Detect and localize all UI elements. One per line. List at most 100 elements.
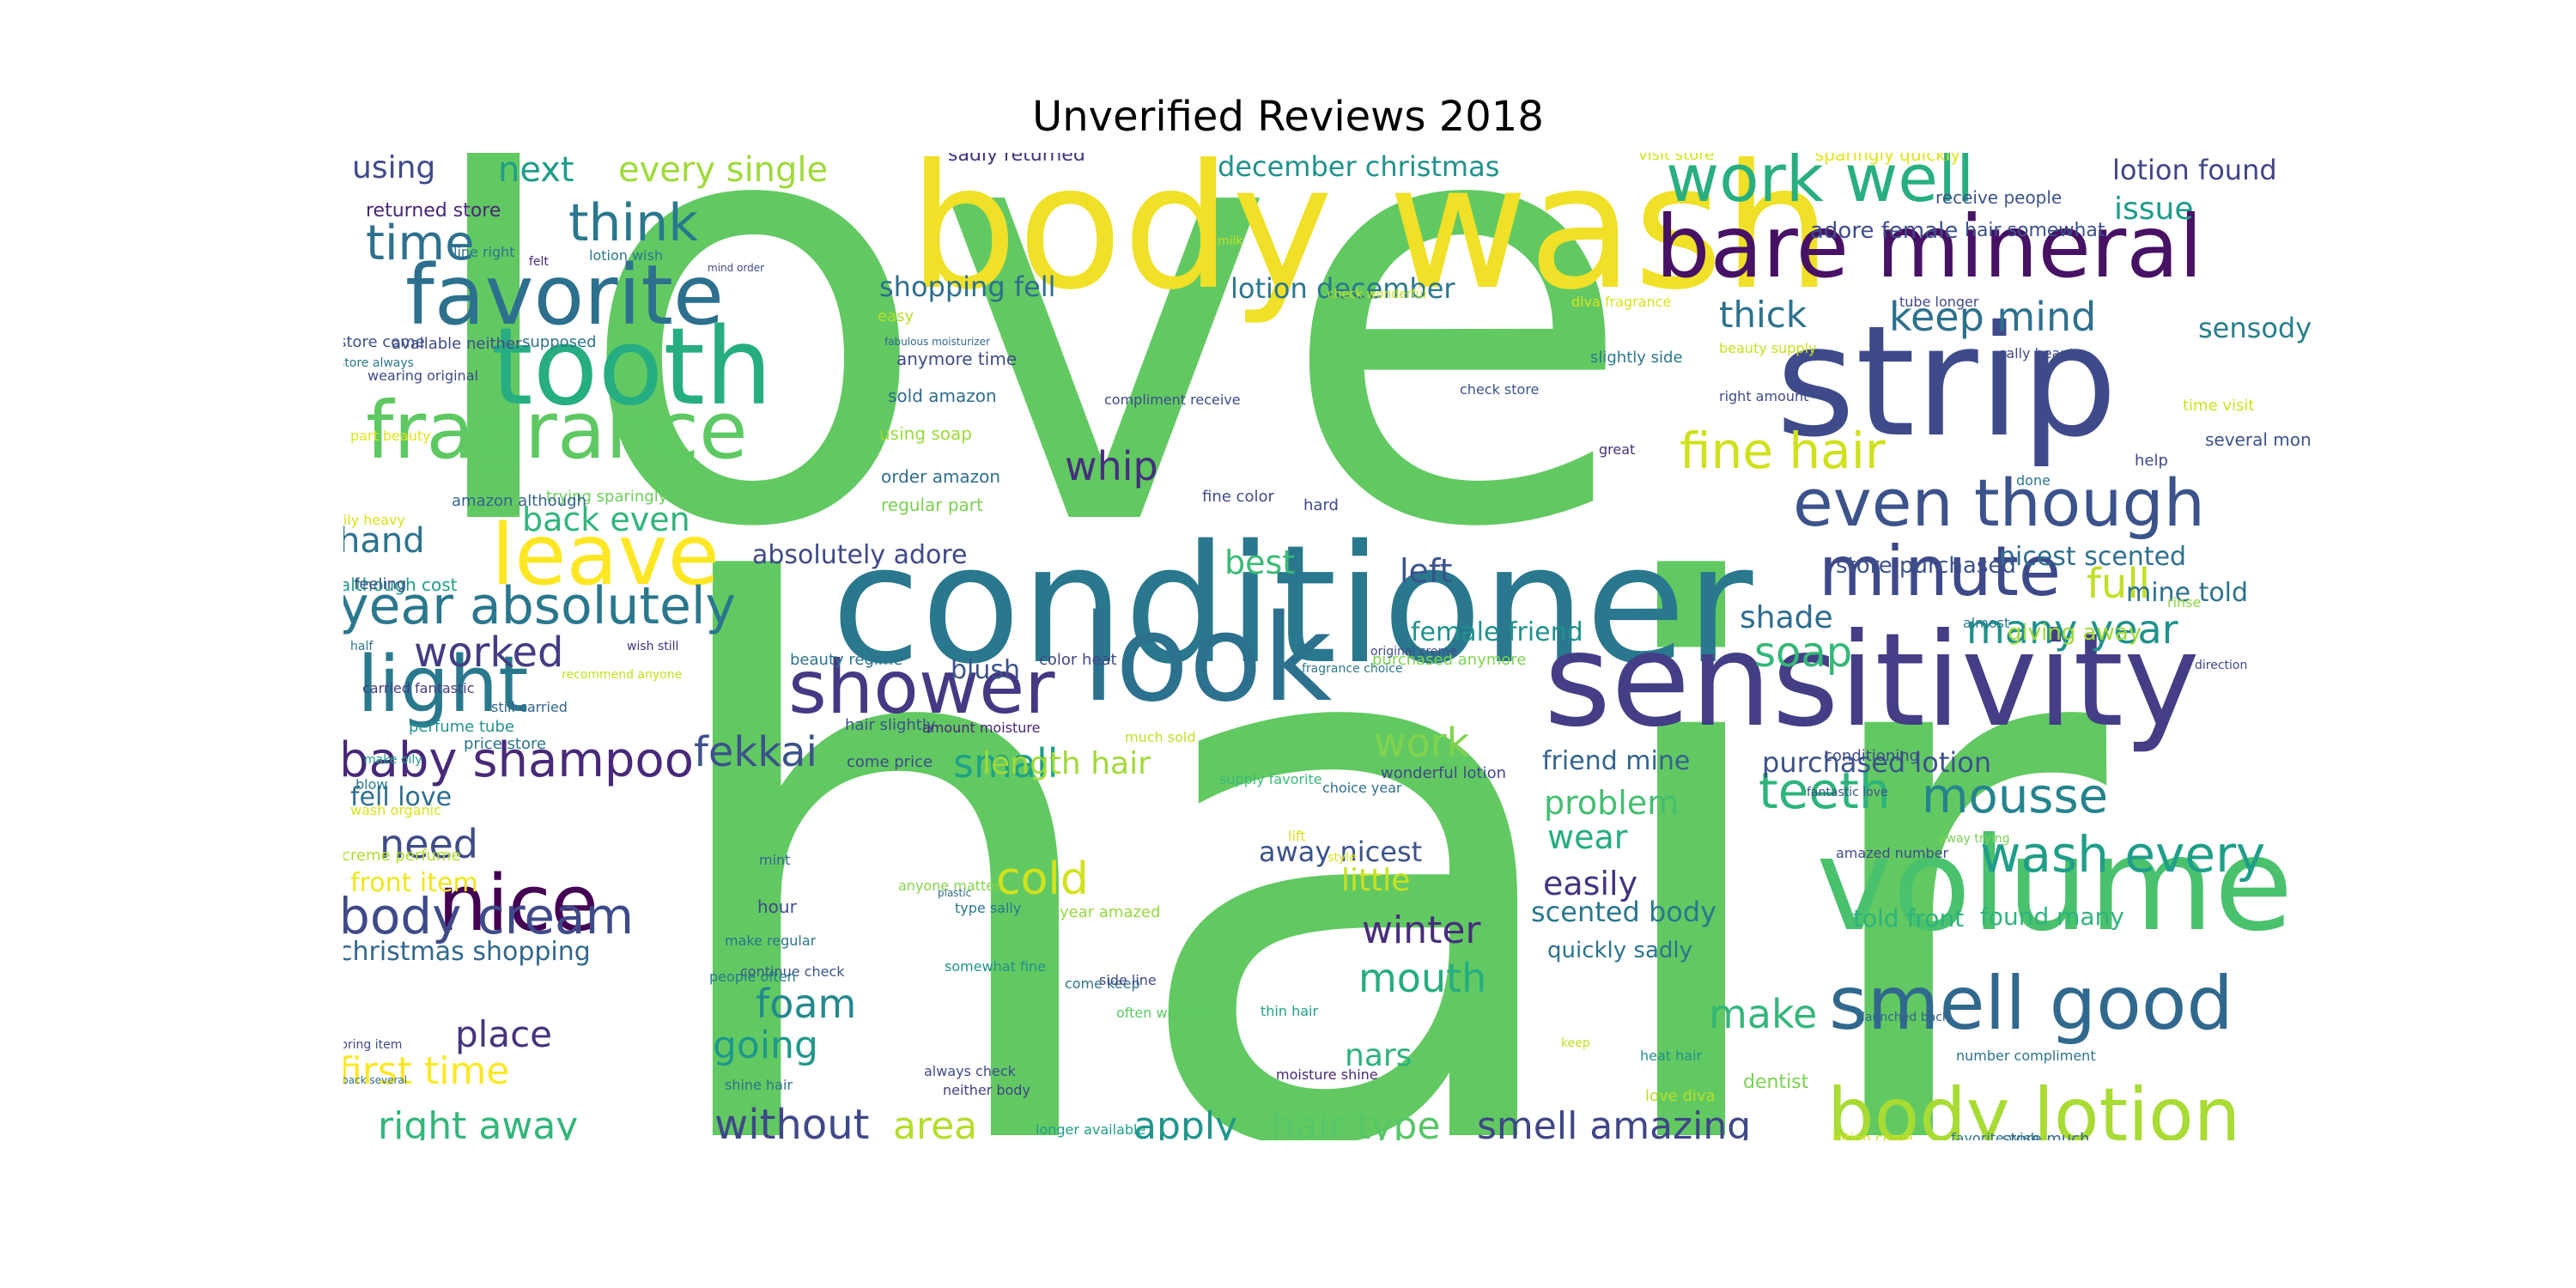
cloud-word: hard: [1303, 496, 1339, 514]
cloud-word: style: [1327, 851, 1357, 865]
cloud-word: shine hair: [725, 1077, 793, 1093]
cloud-word: female friend: [1411, 617, 1583, 647]
cloud-word: mine told: [2126, 578, 2249, 608]
cloud-word: supposed: [522, 333, 597, 351]
cloud-word: neither body: [943, 1082, 1030, 1098]
cloud-word: bare mineral: [1656, 197, 2203, 297]
cloud-word: make: [1709, 991, 1818, 1037]
page-title: Unverified Reviews 2018: [1032, 93, 1544, 141]
cloud-word: need: [380, 821, 478, 867]
cloud-word: shopping fell: [879, 270, 1056, 303]
cloud-word: sensodyne: [2198, 312, 2312, 344]
cloud-word: cold: [996, 854, 1089, 905]
cloud-word: blush: [951, 655, 1021, 685]
cloud-word: milk: [1218, 234, 1243, 248]
cloud-word: rinse: [2167, 594, 2202, 611]
cloud-word: soap: [1754, 629, 1853, 677]
cloud-word: creme perfume: [343, 847, 461, 865]
cloud-word: foam: [756, 981, 857, 1027]
cloud-word: volume: [1816, 811, 2293, 960]
cloud-word: diva fragrance: [1571, 294, 1672, 310]
cloud-word: hair slightly: [845, 716, 936, 734]
cloud-word: little: [1341, 863, 1411, 898]
cloud-word: lift: [1288, 828, 1306, 844]
cloud-word: told front: [1853, 904, 1965, 933]
cloud-word: wear: [1547, 818, 1628, 856]
cloud-word: hour: [757, 896, 797, 917]
cloud-word: work well: [1666, 153, 1975, 216]
cloud-word: shower: [788, 645, 1055, 731]
cloud-word: december christmas: [1218, 153, 1500, 183]
cloud-word: nice: [438, 859, 598, 949]
cloud-word: tube longer: [1899, 294, 1979, 310]
cloud-word: felt: [529, 255, 549, 269]
cloud-word: found many: [1980, 902, 2124, 931]
cloud-word: amazed number: [1836, 845, 1949, 861]
cloud-word: sparingly quickly: [1815, 153, 1961, 165]
cloud-word: receive people: [1935, 187, 2063, 208]
cloud-word: christmas shopping: [343, 937, 591, 967]
cloud-word: fabulous moisturizer: [884, 336, 990, 348]
cloud-word: sold amazon: [888, 386, 997, 406]
cloud-word: using soap: [879, 423, 972, 444]
cloud-word: still carried: [491, 699, 568, 715]
cloud-word: mousse: [1922, 769, 2109, 824]
cloud-word: wash every: [1980, 825, 2266, 884]
cloud-word: first time: [343, 1049, 510, 1093]
cloud-word: color heat: [1039, 651, 1117, 669]
cloud-word: body lotion: [1827, 1072, 2241, 1140]
cloud-word: giving away: [2008, 620, 2142, 646]
cloud-word: fantastic love: [1807, 786, 1888, 799]
cloud-word: often wearing: [1116, 1005, 1212, 1021]
cloud-word: whip: [1065, 443, 1158, 489]
cloud-word: amount moisture: [922, 720, 1041, 736]
cloud-word: small: [953, 740, 1059, 787]
cloud-word: thick: [1719, 294, 1807, 336]
cloud-word: wish still: [627, 640, 679, 653]
cloud-word: store much: [2002, 1130, 2090, 1141]
cloud-word: blow: [355, 776, 388, 793]
cloud-word: done: [2016, 472, 2050, 489]
cloud-word: work: [1374, 720, 1470, 766]
cloud-word: choice year: [1322, 780, 1402, 796]
cloud-word: lotion come: [1832, 1130, 1913, 1141]
cloud-word: number compliment: [1956, 1048, 2096, 1064]
cloud-word: issue: [2114, 191, 2194, 227]
cloud-word: going: [713, 1024, 818, 1067]
word-cloud: hair love body wash conditioner strip volume s…: [343, 153, 2312, 1140]
cloud-word: beauty supply: [1719, 340, 1817, 356]
cloud-word: thin hair: [1261, 1003, 1319, 1019]
cloud-word: next: [498, 153, 574, 190]
cloud-word: year absolutely: [343, 576, 737, 636]
cloud-word: fekkai: [694, 728, 817, 776]
cloud-word: available neither: [392, 335, 522, 353]
cloud-word: come price: [847, 753, 933, 771]
cloud-word: fragrance: [366, 385, 748, 477]
cloud-word: teeth: [1759, 762, 1891, 820]
cloud-word: conditioner: [831, 510, 1753, 700]
cloud-word: sensitivity: [1544, 606, 2200, 756]
cloud-word: line right: [453, 244, 515, 260]
cloud-word: many year: [1966, 606, 2178, 653]
cloud-word: even though: [1793, 465, 2205, 541]
cloud-word: dentist: [1743, 1072, 1809, 1093]
cloud-word: check store: [1460, 381, 1540, 398]
cloud-word: without: [714, 1101, 870, 1140]
cloud-word: worked: [414, 629, 564, 677]
cloud-word: launched back: [1862, 1011, 1950, 1024]
cloud-word: make oily: [364, 753, 422, 767]
cloud-word: recommend anyone: [562, 668, 683, 682]
cloud-word: carried fantastic: [362, 680, 475, 696]
cloud-word: friend mine: [1542, 746, 1691, 776]
cloud-word: back even: [522, 501, 690, 538]
cloud-word: keep: [1561, 1036, 1590, 1050]
cloud-word: fine color: [1202, 488, 1274, 506]
cloud-word: conditioning: [1824, 747, 1920, 765]
cloud-word: away trying: [1939, 832, 2010, 846]
cloud-word: always check: [924, 1063, 1016, 1079]
cloud-word: keep mind: [1889, 294, 2097, 340]
cloud-word: great: [1599, 441, 1636, 458]
cloud-word: heat hair: [1640, 1048, 1703, 1064]
cloud-word: every single: [618, 153, 829, 190]
cloud-word: oily heavy: [343, 512, 405, 528]
